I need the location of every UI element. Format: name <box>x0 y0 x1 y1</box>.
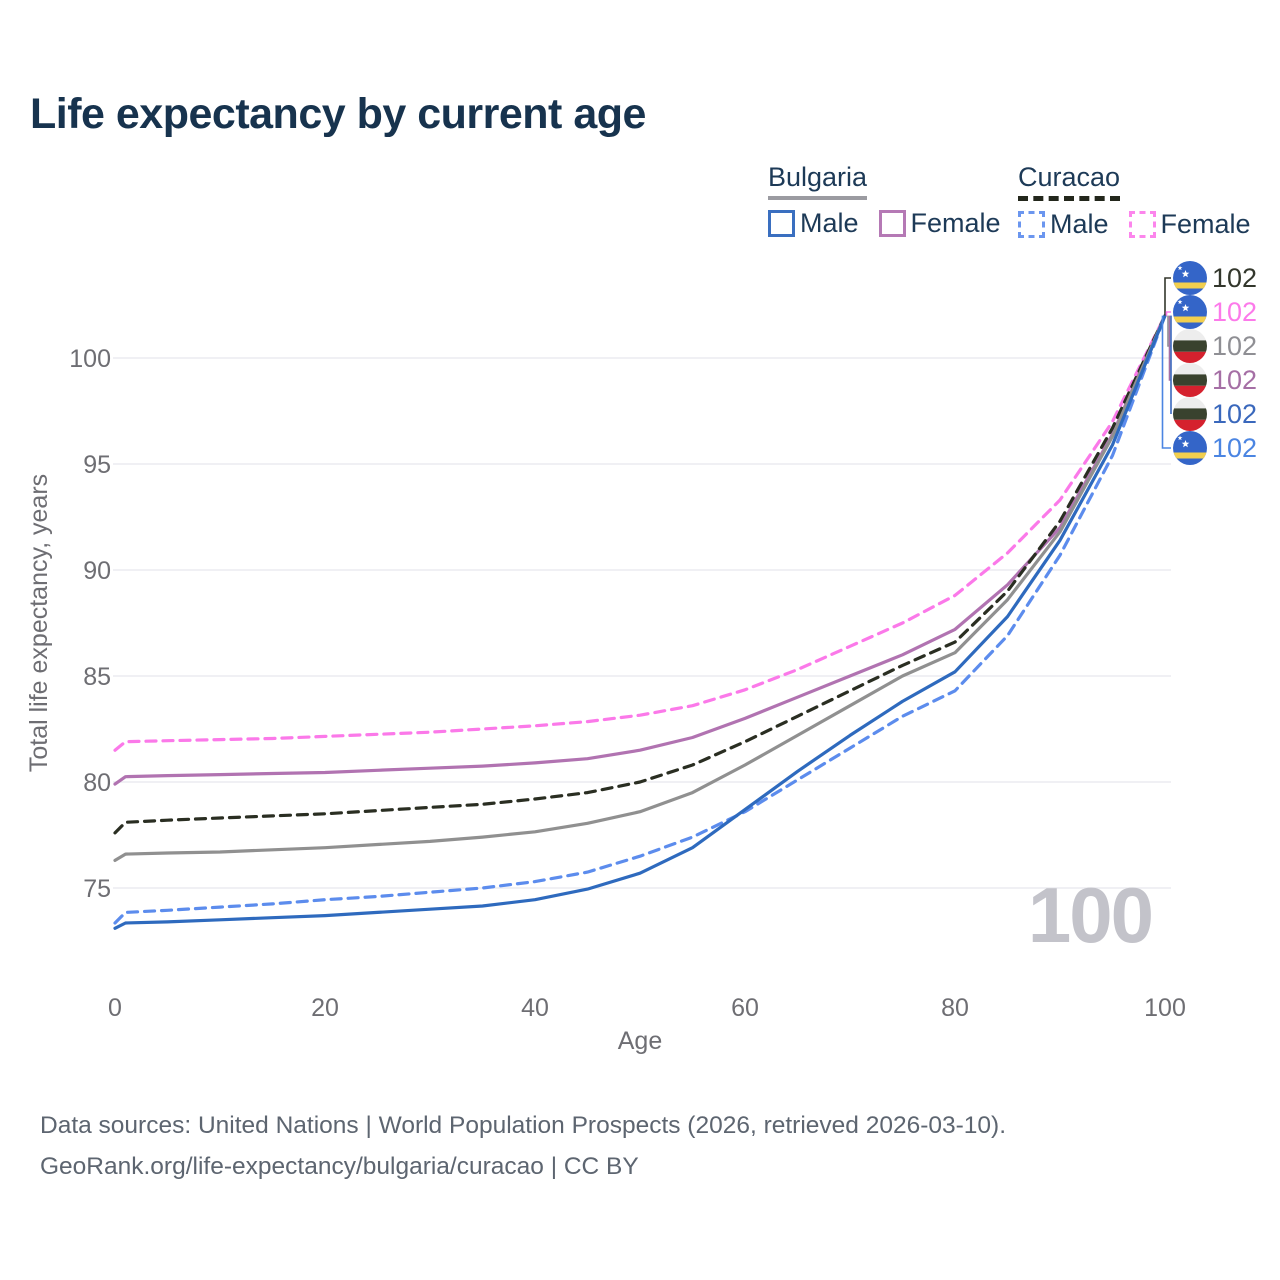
series-line-curacao-male <box>113 314 1167 925</box>
legend-label: Male <box>800 208 859 238</box>
end-label-value: 102 <box>1212 364 1258 395</box>
page-title: Life expectancy by current age <box>30 90 646 138</box>
x-tick-label: 60 <box>731 994 759 1022</box>
series-line-curacao <box>113 314 1167 835</box>
curacao-flag-icon <box>1173 431 1207 465</box>
legend-item-bulgaria-female: Female <box>878 208 1001 239</box>
x-tick-label: 80 <box>941 994 969 1022</box>
label-connector <box>1161 315 1171 449</box>
end-label-row: 102 <box>1173 329 1257 363</box>
end-label-value: 102 <box>1212 398 1258 429</box>
end-label-row: 102 <box>1173 261 1257 295</box>
series-line-bulgaria-male <box>113 314 1167 930</box>
y-axis-title: Total life expectancy, years <box>25 474 53 772</box>
y-tick-label: 80 <box>83 769 111 797</box>
x-tick-label: 40 <box>521 994 549 1022</box>
dashed-male-swatch-icon <box>1018 211 1045 238</box>
bulgaria-flag-icon <box>1173 329 1207 363</box>
legend-item-bulgaria-male: Male <box>768 208 859 239</box>
label-connector <box>1165 311 1171 316</box>
legend-item-curacao-female: Female <box>1128 209 1251 240</box>
y-tick-label: 90 <box>83 557 111 585</box>
footer: Data sources: United Nations | World Pop… <box>40 1105 1006 1187</box>
end-label-row: 102 <box>1173 397 1257 431</box>
legend-country-bulgaria: Bulgaria <box>768 162 868 200</box>
x-tick-label: 100 <box>1144 994 1186 1022</box>
legend-group-bulgaria: Bulgaria Male Female <box>768 162 1001 239</box>
age-counter-watermark: 100 <box>1027 871 1154 959</box>
footer-sources: Data sources: United Nations | World Pop… <box>40 1112 1007 1139</box>
end-label-value: 102 <box>1212 330 1258 361</box>
bulgaria-flag-icon <box>1173 363 1207 397</box>
curacao-flag-icon <box>1173 261 1207 295</box>
end-label-value: 102 <box>1212 432 1258 463</box>
end-label-value: 102 <box>1212 296 1258 327</box>
end-label-row: 102 <box>1173 295 1257 329</box>
legend-label: Female <box>1160 209 1251 239</box>
series-line-bulgaria <box>113 314 1167 863</box>
legend-country-curacao: Curacao <box>1018 162 1121 201</box>
x-tick-label: 20 <box>311 994 339 1022</box>
legend-label: Male <box>1050 209 1109 239</box>
label-connector <box>1164 277 1171 316</box>
y-tick-label: 85 <box>83 663 111 691</box>
legend-item-curacao-male: Male <box>1018 209 1109 240</box>
y-tick-label: 100 <box>69 345 111 373</box>
y-tick-label: 95 <box>83 451 111 479</box>
footer-attribution: GeoRank.org/life-expectancy/bulgaria/cur… <box>40 1153 639 1180</box>
end-label-row: 102 <box>1173 431 1257 465</box>
x-tick-label: 0 <box>108 994 122 1022</box>
y-tick-label: 75 <box>83 875 111 903</box>
solid-female-swatch-icon <box>878 210 906 237</box>
bulgaria-flag-icon <box>1173 397 1207 431</box>
series-line-bulgaria-female <box>113 314 1167 786</box>
series-line-curacao-female <box>113 314 1167 752</box>
x-axis-title: Age <box>618 1027 662 1055</box>
series-end-labels: 102 102 102 <box>1173 261 1257 465</box>
dashed-female-swatch-icon <box>1128 211 1156 238</box>
end-label-value: 102 <box>1212 262 1258 293</box>
solid-male-swatch-icon <box>768 210 795 237</box>
legend-label: Female <box>910 208 1001 238</box>
curacao-flag-icon <box>1173 295 1207 329</box>
legend-group-curacao: Curacao Male Female <box>1018 162 1251 240</box>
end-label-row: 102 <box>1173 363 1257 397</box>
